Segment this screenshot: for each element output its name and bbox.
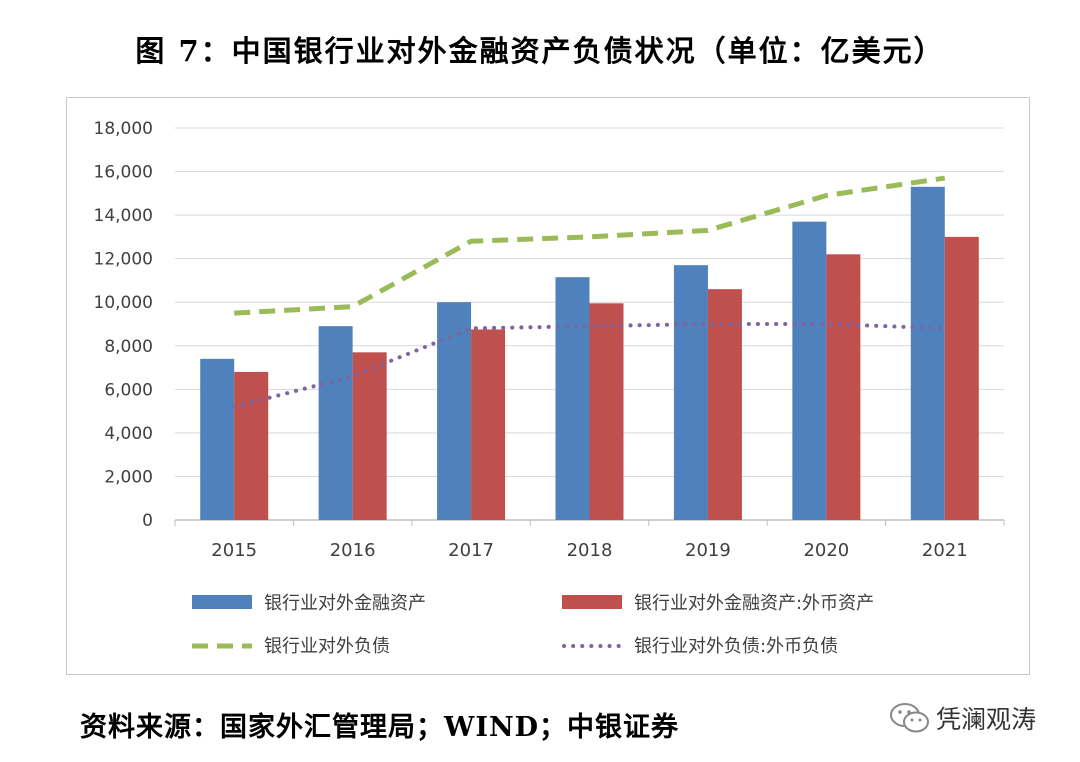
x-tick-label: 2017 [448, 540, 494, 561]
bar-assets [555, 277, 590, 520]
y-tick-label: 16,000 [94, 163, 153, 183]
bar-fx-assets [234, 371, 269, 520]
y-tick-label: 6,000 [104, 380, 153, 400]
bar-assets [318, 326, 353, 520]
bar-assets [910, 186, 945, 521]
wechat-icon [890, 703, 929, 733]
y-tick-label: 12,000 [94, 250, 153, 270]
bar-fx-assets [944, 236, 979, 520]
y-tick-label: 10,000 [94, 293, 153, 313]
bar-assets [437, 302, 472, 520]
bar-assets [673, 265, 708, 520]
bar-fx-assets [707, 289, 742, 520]
source-note: 资料来源：国家外汇管理局；WIND；中银证券 [80, 712, 680, 743]
bar-assets [792, 221, 827, 520]
y-tick-label: 8,000 [104, 337, 153, 357]
legend-label: 银行业对外负债 [264, 636, 390, 657]
legend-swatch-assets [192, 595, 252, 609]
chart-title: 图 7：中国银行业对外金融资产负债状况（单位：亿美元） [135, 34, 945, 68]
x-tick-label: 2021 [922, 540, 968, 561]
legend-label: 银行业对外金融资产 [264, 593, 426, 614]
legend-label: 银行业对外负债:外币负债 [634, 636, 838, 657]
line-liabilities [234, 175, 946, 316]
y-tick-label: 4,000 [104, 424, 153, 444]
y-tick-label: 18,000 [94, 119, 153, 139]
legend-label: 银行业对外金融资产:外币资产 [634, 593, 874, 614]
y-tick-label: 2,000 [104, 467, 153, 487]
bar-fx-assets [826, 254, 861, 521]
bar-fx-assets [471, 329, 506, 520]
y-tick-label: 14,000 [94, 206, 153, 226]
x-tick-label: 2020 [803, 540, 849, 561]
chart-frame: 0 2,000 4,000 6,000 8,000 10,000 12,000 14,000 1… [66, 97, 1030, 675]
bar-assets [200, 358, 235, 520]
watermark-text: 凭澜观涛 [936, 705, 1037, 734]
chart-plot: 0 2,000 4,000 6,000 8,000 10,000 12,000 14,000 1… [94, 119, 1005, 657]
bar-fx-assets [589, 303, 624, 520]
legend-swatch-fx-assets [562, 595, 622, 609]
x-tick-label: 2018 [567, 540, 613, 561]
x-tick-label: 2016 [330, 540, 376, 561]
x-tick-label: 2019 [685, 540, 731, 561]
x-tick-label: 2015 [211, 540, 257, 561]
y-tick-label: 0 [142, 511, 153, 531]
watermark: 凭澜观涛 [888, 700, 1036, 736]
bar-fx-assets [352, 352, 387, 520]
